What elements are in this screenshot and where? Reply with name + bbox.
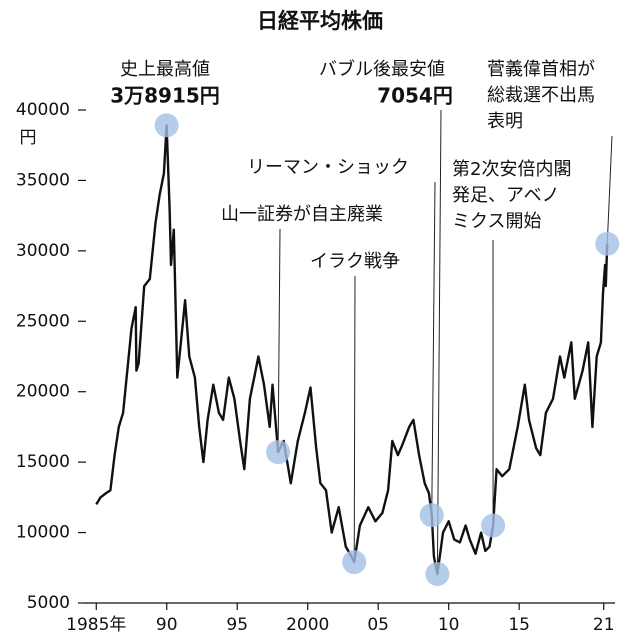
- highlight-point: [481, 513, 506, 538]
- x-tick-label: 2000: [286, 615, 329, 635]
- x-tick-label: 21: [593, 615, 615, 635]
- highlight-point: [154, 113, 179, 138]
- y-tick-label: 25000: [16, 311, 70, 331]
- x-tick-label: 95: [226, 615, 248, 635]
- y-tick-label: 30000: [16, 241, 70, 261]
- highlight-point: [425, 562, 450, 587]
- annotation-text: 表明: [487, 111, 523, 132]
- y-unit: 円: [20, 128, 37, 148]
- leader-line: [436, 109, 442, 575]
- x-tick-label: 1985年: [66, 615, 126, 635]
- annotation-text: 総裁選不出馬: [487, 85, 595, 106]
- y-tick-label: 20000: [16, 382, 70, 402]
- annotation-value: 7054円: [377, 84, 453, 108]
- y-tick-label: 40000: [16, 100, 70, 120]
- annotation-text: 発足、アベノ: [452, 185, 560, 206]
- highlight-point: [266, 440, 291, 465]
- y-tick-label: 10000: [16, 523, 70, 543]
- price-line: [95, 124, 609, 576]
- x-tick-label: 05: [367, 615, 389, 635]
- x-tick-label: 15: [508, 615, 530, 635]
- y-tick-label: 35000: [16, 170, 70, 190]
- leader-line: [606, 135, 613, 244]
- y-tick-label: 15000: [16, 452, 70, 472]
- leader-line: [353, 275, 356, 563]
- annotation-text: 菅義偉首相が: [487, 59, 595, 80]
- leader-line: [431, 181, 436, 516]
- x-tick-label: 90: [156, 615, 178, 635]
- highlight-point: [419, 503, 444, 528]
- y-tick-label: 5000: [27, 593, 70, 613]
- annotation-text: ミクス開始: [452, 211, 541, 232]
- annotation-value: 3万8915円: [110, 84, 220, 108]
- annotation-text: リーマン・ショック: [247, 157, 409, 178]
- annotation-text: 山一証券が自主廃業: [221, 204, 383, 225]
- highlight-point: [342, 550, 367, 575]
- highlight-point: [595, 231, 620, 256]
- annotation-text: 史上最高値: [120, 59, 210, 80]
- annotation-text: バブル後最安値: [319, 58, 445, 80]
- leader-line: [277, 228, 281, 453]
- annotation-text: イラク戦争: [310, 251, 400, 272]
- annotation-text: 第2次安倍内閣: [452, 159, 571, 180]
- chart-title: 日経平均株価: [257, 9, 383, 33]
- x-tick-label: 10: [438, 615, 460, 635]
